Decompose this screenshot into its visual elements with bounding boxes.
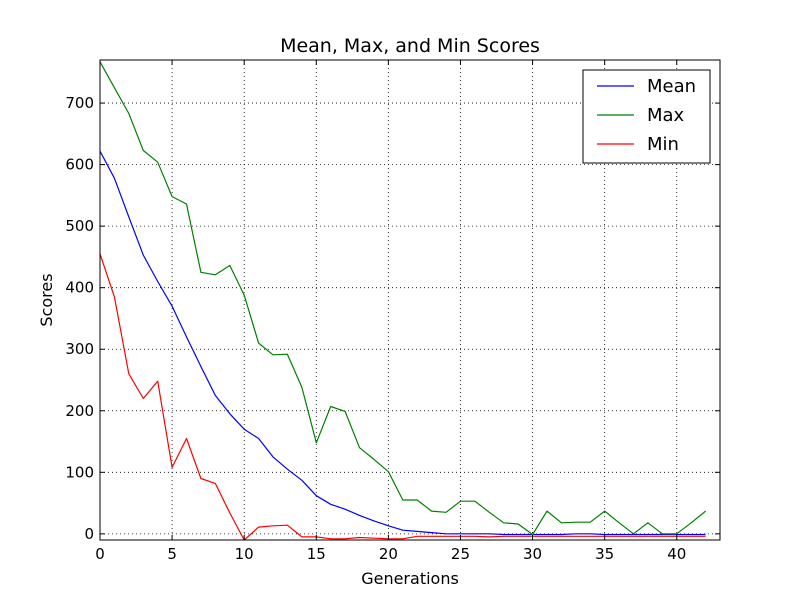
legend-label-min: Min: [647, 134, 679, 155]
y-tick-label: 600: [65, 156, 94, 174]
x-axis-label: Generations: [361, 569, 459, 588]
series-line-mean: [99, 150, 706, 536]
x-tick-label: 20: [379, 545, 398, 563]
x-tick-label: 0: [95, 545, 105, 563]
legend-box: [582, 69, 711, 164]
legend-label-mean: Mean: [647, 76, 696, 97]
y-tick-label: 700: [65, 94, 94, 112]
y-tick-label: 400: [65, 279, 94, 297]
x-tick-label: 25: [451, 545, 470, 563]
y-tick-label: 100: [65, 463, 94, 481]
x-tick-label: 40: [667, 545, 686, 563]
legend-label-max: Max: [647, 105, 685, 126]
x-tick-label: 30: [523, 545, 542, 563]
y-tick-label: 500: [65, 217, 94, 235]
legend: Mean Max Min: [582, 69, 711, 164]
y-axis-label: Scores: [37, 273, 56, 326]
x-tick-label: 35: [595, 545, 614, 563]
x-tick-label: 15: [307, 545, 326, 563]
plot-frame: [99, 59, 721, 541]
y-tick-label: 0: [84, 525, 94, 543]
series-line-max: [99, 61, 706, 536]
y-tick-label: 300: [65, 340, 94, 358]
chart-title: Mean, Max, and Min Scores: [280, 35, 540, 57]
x-tick-label: 5: [167, 545, 177, 563]
x-tick-label: 10: [235, 545, 254, 563]
y-tick-label: 200: [65, 402, 94, 420]
